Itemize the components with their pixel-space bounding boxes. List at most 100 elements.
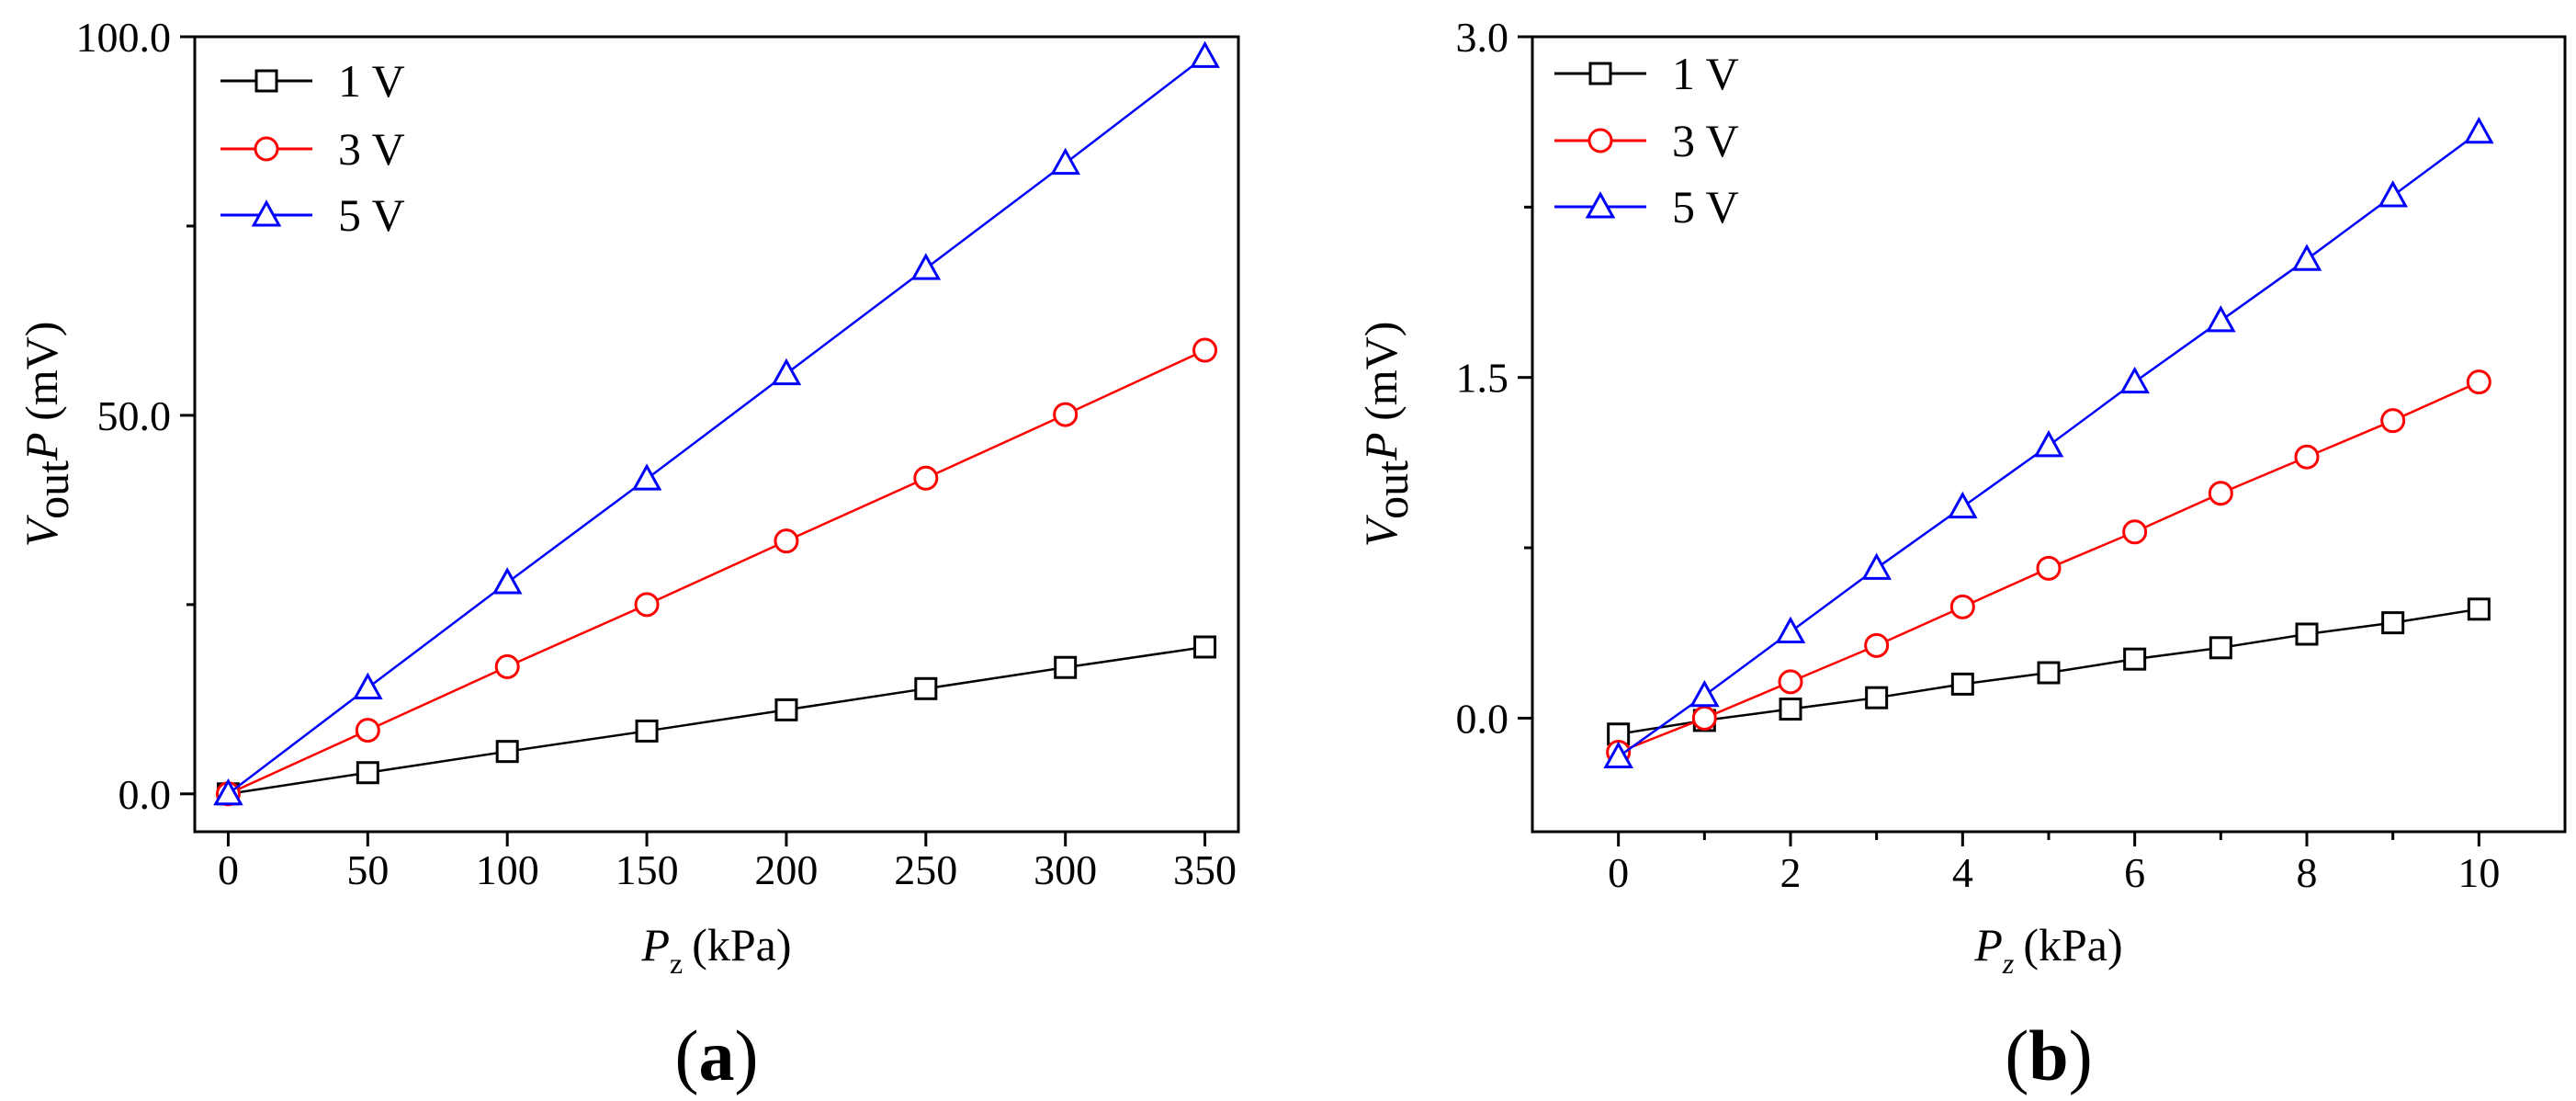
data-point — [2381, 611, 2405, 635]
data-point — [910, 253, 942, 280]
x-tick-label: 300 — [1034, 846, 1097, 893]
series-1v — [1607, 597, 2491, 746]
data-point — [1192, 337, 1218, 363]
series-line — [228, 645, 1205, 796]
data-point — [914, 676, 938, 700]
legend-label: 1 V — [338, 55, 405, 107]
x-tick-label: 100 — [476, 846, 539, 893]
legend-marker — [1587, 128, 1613, 153]
data-point — [1948, 491, 1978, 519]
chart-panel-b: 0 2 4 6 8 10 0.0 1.5 3.0 1 V 3 V 5 V Pz (kPa) VoutP (m… — [1355, 14, 2567, 1095]
data-point — [1778, 669, 1803, 695]
data-point — [2467, 597, 2491, 621]
panel-label: (a) — [675, 1016, 759, 1095]
legend: 1 V 3 V 5 V — [1554, 48, 1739, 233]
data-point — [1193, 635, 1217, 659]
data-point — [2208, 481, 2233, 506]
legend-item: 5 V — [220, 189, 405, 241]
legend-item: 1 V — [220, 55, 405, 107]
legend-item: 3 V — [1554, 115, 1739, 166]
data-point — [495, 740, 519, 764]
y-tick-label: 0.0 — [119, 771, 172, 818]
x-tick-label: 250 — [894, 846, 957, 893]
data-point — [2123, 647, 2147, 671]
chart-panel-a: 0 50 100 150 200 250 300 350 0.0 50.0 100.0 1 V 3 V 5… — [16, 14, 1240, 1095]
data-point — [1864, 632, 1890, 658]
data-point — [2294, 444, 2320, 470]
data-point — [356, 761, 379, 785]
series-3v — [1606, 369, 2491, 765]
data-point — [2033, 430, 2064, 458]
legend-item: 3 V — [220, 123, 405, 175]
data-point — [913, 465, 939, 491]
series-line — [227, 55, 1206, 795]
data-point — [774, 698, 798, 721]
data-point — [631, 463, 662, 491]
data-point — [2466, 369, 2491, 395]
y-axis-title: VoutP (mV) — [1355, 322, 1418, 548]
data-point — [494, 653, 520, 679]
data-point — [2464, 116, 2494, 144]
data-point — [1053, 402, 1079, 427]
data-point — [1190, 40, 1220, 68]
data-point — [213, 778, 243, 806]
legend-label: 1 V — [1672, 48, 1739, 99]
y-tick-label: 50.0 — [97, 392, 172, 439]
data-point — [1861, 552, 1892, 580]
series-5v — [213, 40, 1220, 806]
series-5v — [1603, 116, 2494, 768]
plot-frame — [193, 35, 1240, 834]
data-point — [1949, 594, 1975, 619]
data-point — [2206, 305, 2236, 333]
legend-item: 5 V — [1554, 181, 1739, 233]
x-tick-label: 6 — [2124, 849, 2145, 896]
data-point — [635, 719, 659, 743]
data-point — [2119, 366, 2150, 394]
data-point — [2122, 519, 2148, 545]
data-point — [1689, 679, 1720, 708]
data-point — [1775, 616, 1806, 644]
x-tick-label: 150 — [616, 846, 679, 893]
data-point — [1950, 672, 1974, 696]
panel-label: (b) — [2005, 1016, 2092, 1095]
data-point — [2036, 555, 2062, 581]
data-point — [1691, 705, 1717, 731]
x-tick-label: 10 — [2457, 849, 2500, 896]
data-point — [774, 528, 799, 554]
series-3v — [215, 337, 1218, 807]
x-tick-label: 0 — [218, 846, 239, 893]
legend-marker — [1588, 62, 1612, 85]
y-tick-label: 3.0 — [1456, 14, 1509, 61]
series-line — [227, 348, 1206, 795]
legend-label: 3 V — [338, 123, 405, 175]
legend-marker — [1585, 191, 1616, 219]
y-tick-label: 0.0 — [1456, 695, 1509, 742]
data-point — [1865, 686, 1889, 709]
x-tick-label: 50 — [346, 846, 389, 893]
x-tick-label: 350 — [1173, 846, 1237, 893]
legend-marker — [254, 136, 279, 162]
data-point — [1050, 147, 1080, 176]
data-point — [2378, 180, 2408, 208]
legend-marker — [254, 69, 278, 93]
x-tick-label: 4 — [1952, 849, 1973, 896]
data-point — [355, 718, 380, 743]
x-tick-label: 0 — [1608, 849, 1629, 896]
data-point — [2291, 244, 2322, 271]
x-axis-title: Pz (kPa) — [640, 919, 791, 980]
data-point — [1603, 741, 1633, 768]
data-point — [2380, 408, 2406, 434]
legend-label: 3 V — [1672, 115, 1739, 166]
data-point — [2037, 661, 2061, 685]
legend-label: 5 V — [1672, 181, 1739, 233]
y-tick-label: 1.5 — [1456, 355, 1509, 402]
x-tick-label: 2 — [1780, 849, 1802, 896]
data-point — [2295, 622, 2319, 646]
data-point — [771, 358, 802, 386]
data-point — [1054, 655, 1078, 679]
legend: 1 V 3 V 5 V — [220, 55, 405, 241]
x-tick-label: 8 — [2297, 849, 2318, 896]
series-1v — [216, 635, 1217, 806]
data-point — [634, 592, 660, 618]
